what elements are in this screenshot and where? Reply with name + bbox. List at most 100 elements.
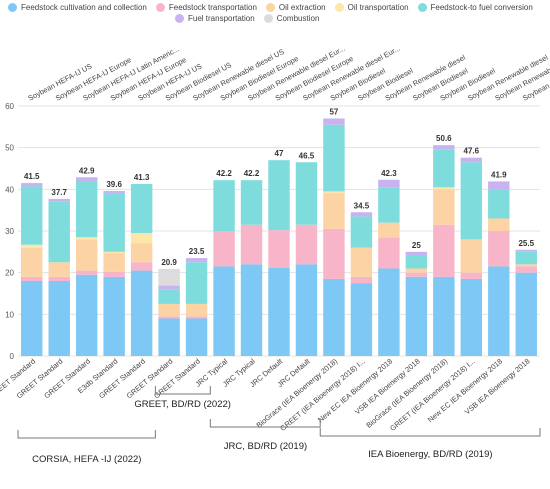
bar-segment-12-2 (350, 247, 373, 277)
total-label-8: 42.2 (244, 169, 260, 178)
legend-item-oil-transport[interactable]: Oil transportation (334, 2, 409, 13)
bar-segment-17-2 (488, 218, 510, 231)
total-label-0: 41.5 (24, 172, 40, 181)
bar-segment-5-5 (158, 285, 180, 290)
bar-segment-13-5 (378, 179, 400, 188)
bar-segment-5-2 (158, 303, 180, 317)
total-label-6: 23.5 (189, 247, 205, 256)
bar-segment-3-5 (103, 191, 125, 194)
bar-segment-14-5 (405, 251, 428, 256)
legend-swatch-combustion (263, 14, 273, 23)
bar-segment-3-0 (103, 276, 125, 356)
bar-segment-17-5 (488, 181, 510, 190)
bar-segment-8-1 (240, 224, 263, 265)
bar-segment-13-1 (378, 237, 400, 269)
bar-segment-0-4 (21, 186, 43, 245)
bar-segment-15-2 (433, 189, 455, 225)
total-label-3: 39.6 (106, 180, 122, 189)
bar-segment-2-3 (75, 237, 98, 240)
legend-item-conversion[interactable]: Feedstock-to fuel conversion (417, 2, 533, 13)
y-tick-label-40: 40 (5, 185, 14, 194)
bar-segment-14-0 (405, 276, 428, 356)
bar-segment-9-1 (268, 230, 290, 268)
bar-segment-16-1 (460, 272, 483, 279)
total-label-14: 25 (412, 241, 421, 250)
bar-segment-5-4 (158, 289, 180, 304)
bar-segment-15-5 (433, 145, 455, 150)
bar-segment-12-4 (350, 216, 373, 248)
y-tick-label-10: 10 (5, 310, 14, 319)
total-label-2: 42.9 (79, 166, 95, 175)
bar-segment-15-1 (433, 224, 455, 277)
total-label-5: 20.9 (161, 258, 177, 267)
bar-segment-3-2 (103, 253, 125, 272)
bar-segment-3-4 (103, 193, 125, 252)
bar-segment-6-1 (185, 316, 208, 319)
bar-segment-11-0 (323, 278, 345, 356)
bar-segment-13-2 (378, 222, 400, 238)
legend-row-1: Feedstock cultivation and collection Fee… (8, 2, 550, 13)
group-bracket-3 (319, 428, 541, 437)
bar-segment-13-4 (378, 187, 400, 223)
legend-swatch-fuel-transport (175, 14, 184, 23)
bar-segment-0-5 (21, 183, 43, 187)
bar-segment-16-0 (460, 278, 483, 356)
bar-segment-12-5 (350, 212, 373, 217)
bar-segment-15-3 (433, 187, 455, 190)
legend-row-2: Fuel transportation Combustion (175, 13, 550, 24)
bar-segment-17-4 (488, 189, 510, 219)
bar-segment-1-0 (48, 281, 70, 356)
bar-segment-1-5 (48, 198, 70, 202)
total-label-18: 25.5 (518, 239, 534, 248)
bar-segment-13-0 (378, 268, 400, 356)
bar-segment-5-1 (158, 316, 180, 319)
legend-label-combustion: Combustion (276, 14, 320, 23)
bar-segment-2-1 (75, 270, 98, 275)
bar-segment-5-0 (158, 318, 180, 356)
bar-segment-6-4 (185, 262, 208, 304)
bar-segment-3-1 (103, 271, 125, 277)
group-label-jrc: JRC, BD/RD (2019) (223, 441, 308, 452)
legend-item-feedstock-transport[interactable]: Feedstock transportation (155, 2, 257, 13)
legend-swatch-cultivation (8, 3, 17, 12)
bar-segment-9-4 (268, 160, 290, 231)
bar-segment-11-5 (323, 118, 345, 125)
total-label-12: 34.5 (354, 201, 370, 210)
legend-item-cultivation[interactable]: Feedstock cultivation and collection (8, 2, 147, 13)
y-tick-label-50: 50 (5, 144, 14, 153)
bar-segment-8-4 (240, 180, 263, 225)
bar-segment-17-0 (488, 266, 510, 356)
legend-item-combustion[interactable]: Combustion (263, 13, 320, 24)
total-label-7: 42.2 (216, 169, 232, 178)
group-label-greet: GREET, BD/RD (2022) (134, 399, 231, 410)
total-label-4: 41.3 (134, 173, 150, 182)
bar-segment-16-2 (460, 239, 483, 273)
group-bracket-1 (154, 386, 211, 395)
bar-segment-2-4 (75, 181, 98, 238)
group-label-iea: IEA Bioenergy, BD/RD (2019) (368, 449, 493, 460)
bar-segment-2-5 (75, 177, 98, 181)
bar-segment-12-1 (350, 276, 373, 284)
legend-label-oil-transport: Oil transportation (347, 3, 409, 12)
legend-item-oil-extraction[interactable]: Oil extraction (265, 2, 326, 13)
bar-segment-12-0 (350, 283, 373, 356)
legend-item-fuel-transport[interactable]: Fuel transportation (175, 13, 255, 24)
legend-swatch-oil-transport (334, 3, 344, 12)
total-label-17: 41.9 (491, 170, 507, 179)
y-tick-label-20: 20 (5, 269, 14, 278)
bar-segment-18-4 (515, 251, 537, 265)
bar-segment-7-4 (213, 180, 235, 231)
bar-segment-16-4 (460, 162, 483, 240)
group-bracket-2 (209, 419, 321, 428)
bar-segment-10-1 (295, 224, 318, 265)
bar-segment-11-3 (323, 191, 345, 194)
bar-segment-4-4 (130, 183, 153, 234)
bracket-layer (17, 386, 541, 439)
bar-segment-15-0 (433, 276, 455, 356)
legend-label-feedstock-transport: Feedstock transportation (168, 3, 257, 12)
bar-segment-18-1 (515, 266, 537, 273)
bar-segment-5-6 (158, 268, 180, 286)
y-tick-label-30: 30 (5, 227, 14, 236)
total-label-13: 42.3 (381, 169, 397, 178)
bar-segment-1-4 (48, 201, 70, 263)
